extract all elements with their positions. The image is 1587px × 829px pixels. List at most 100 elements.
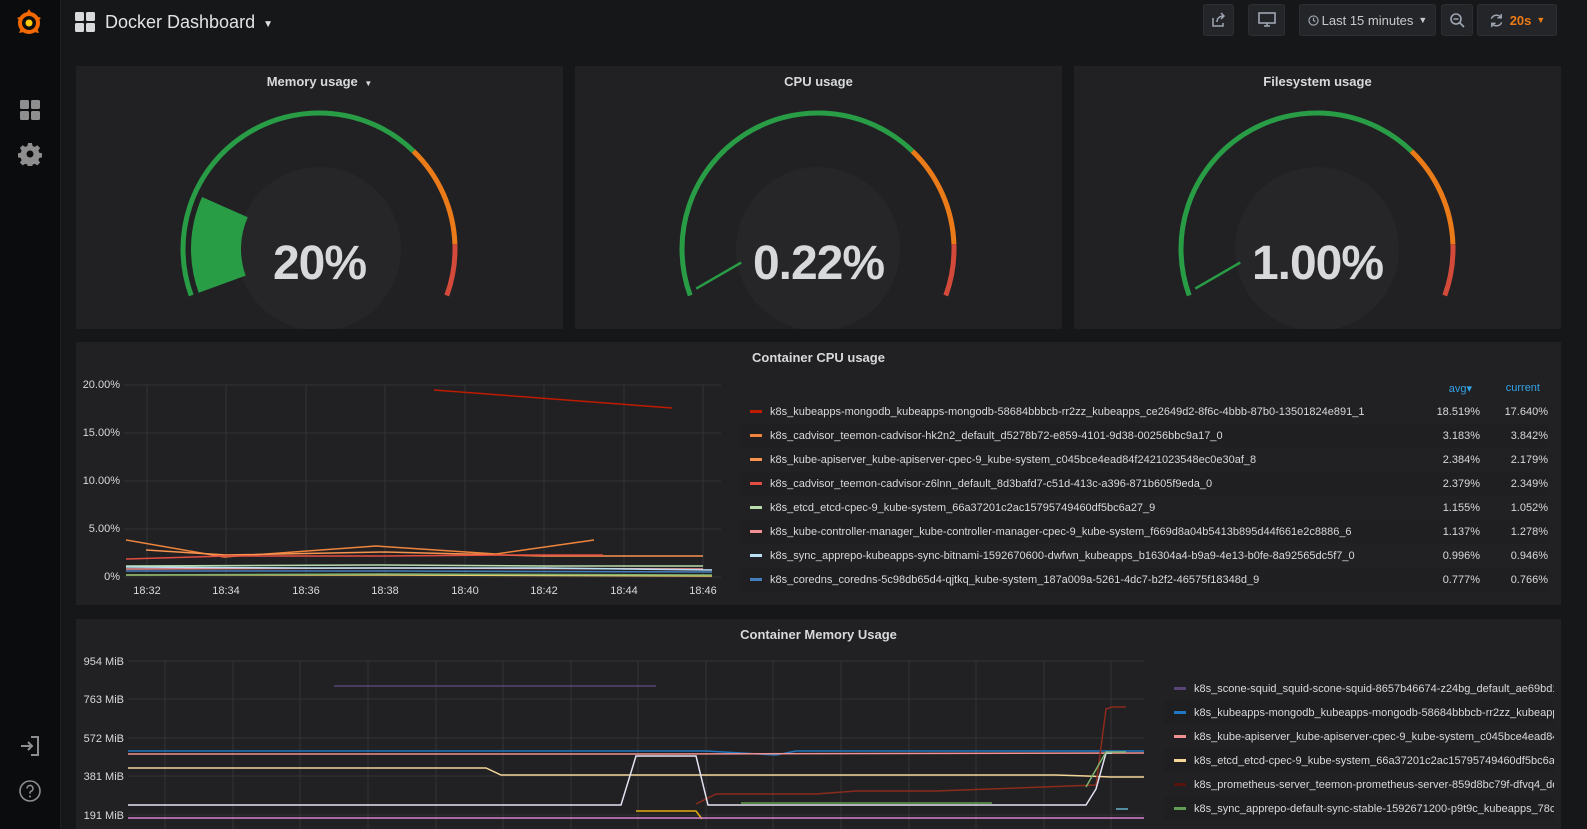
caret-down-icon: ▼ bbox=[364, 79, 373, 88]
legend-color-swatch bbox=[1174, 783, 1186, 786]
caret-down-icon: ▼ bbox=[1536, 15, 1546, 25]
avg-column-header[interactable]: avg▾ bbox=[1448, 383, 1472, 395]
legend-item[interactable]: k8s_sync_apprepo-default-sync-stable-159… bbox=[1164, 797, 1554, 820]
y-tick: 763 MiB bbox=[84, 694, 124, 706]
clock-icon bbox=[1307, 14, 1319, 26]
gauge-threshold-arc bbox=[1178, 110, 1414, 297]
tv-mode-button[interactable] bbox=[1248, 4, 1285, 36]
panel-title[interactable]: Filesystem usage bbox=[1263, 74, 1372, 89]
cpu-series-line bbox=[125, 539, 595, 558]
legend-item[interactable]: k8s_kube-apiserver_kube-apiserver-cpec-9… bbox=[1164, 725, 1554, 748]
grafana-logo-icon[interactable] bbox=[12, 6, 46, 40]
gauge-threshold-arc bbox=[411, 149, 458, 245]
legend-item[interactable]: k8s_sync_apprepo-kubeapps-sync-bitnami-1… bbox=[740, 544, 1548, 567]
legend-item[interactable]: k8s_kube-apiserver_kube-apiserver-cpec-9… bbox=[740, 448, 1548, 471]
x-tick: 18:38 bbox=[371, 585, 399, 597]
help-icon[interactable] bbox=[18, 779, 42, 803]
gauge-threshold-arc bbox=[910, 149, 957, 245]
legend-item[interactable]: k8s_coredns_coredns-5c98db65d4-qjtkq_kub… bbox=[740, 568, 1548, 591]
sign-in-icon[interactable] bbox=[18, 734, 42, 758]
x-tick: 18:32 bbox=[133, 585, 161, 597]
y-tick: 10.00% bbox=[83, 475, 121, 487]
gauge-value-fill bbox=[695, 261, 742, 290]
legend-item[interactable]: k8s_etcd_etcd-cpec-9_kube-system_66a3720… bbox=[740, 496, 1548, 519]
legend-color-swatch bbox=[750, 506, 762, 509]
legend-color-swatch bbox=[750, 410, 762, 413]
memory-usage-panel: Memory usage ▼ 20% bbox=[76, 66, 563, 329]
gauge-value: 20% bbox=[272, 237, 367, 290]
y-tick: 20.00% bbox=[83, 379, 121, 391]
y-tick: 381 MiB bbox=[84, 771, 124, 783]
y-tick: 15.00% bbox=[83, 427, 121, 439]
dashboard-grid-icon bbox=[75, 12, 95, 32]
y-tick: 572 MiB bbox=[84, 733, 124, 745]
cpu-series-line bbox=[125, 564, 703, 567]
share-button[interactable] bbox=[1203, 4, 1234, 36]
panel-title[interactable]: Memory usage ▼ bbox=[266, 74, 373, 89]
cpu-legend: avg▾ current k8s_kubeapps-mongodb_kubeap… bbox=[740, 382, 1548, 598]
legend-item[interactable]: k8s_prometheus-server_teemon-prometheus-… bbox=[1164, 773, 1554, 796]
refresh-button[interactable]: 20s ▼ bbox=[1477, 4, 1557, 36]
time-range-picker[interactable]: Last 15 minutes ▼ bbox=[1299, 4, 1436, 36]
legend-item[interactable]: k8s_cadvisor_teemon-cadvisor-hk2n2_defau… bbox=[740, 424, 1548, 447]
gear-icon[interactable] bbox=[18, 142, 42, 166]
cpu-graph[interactable]: 20.00% 15.00% 10.00% 5.00% 0% 18:32 18:3… bbox=[76, 342, 726, 605]
refresh-icon bbox=[1490, 13, 1503, 27]
memory-series-line bbox=[128, 752, 1145, 755]
panel-title[interactable]: CPU usage bbox=[784, 74, 853, 89]
gauge-threshold-arc bbox=[444, 244, 458, 297]
x-tick: 18:44 bbox=[610, 585, 638, 597]
memory-series-line bbox=[128, 750, 1144, 756]
legend-color-swatch bbox=[1174, 735, 1186, 738]
gauge-value-fill bbox=[191, 196, 248, 293]
y-tick: 191 MiB bbox=[84, 810, 124, 822]
legend-header: avg▾ current bbox=[740, 382, 1548, 400]
y-tick: 5.00% bbox=[89, 523, 120, 535]
gauge-value-fill bbox=[1194, 261, 1241, 290]
cpu-gauge bbox=[679, 110, 957, 329]
legend-item[interactable]: k8s_kubeapps-mongodb_kubeapps-mongodb-58… bbox=[740, 400, 1548, 423]
memory-graph[interactable]: 954 MiB 763 MiB 572 MiB 381 MiB 191 MiB bbox=[76, 619, 1151, 829]
legend-item[interactable]: k8s_scone-squid_squid-scone-squid-8657b4… bbox=[1164, 677, 1554, 700]
legend-color-swatch bbox=[1174, 711, 1186, 714]
gauge-threshold-arc bbox=[1409, 149, 1456, 245]
dashboard-picker[interactable]: Docker Dashboard ▼ bbox=[75, 8, 273, 36]
caret-down-icon: ▼ bbox=[1418, 15, 1428, 25]
memory-grid bbox=[128, 660, 1144, 829]
gauge-value: 1.00% bbox=[1251, 237, 1384, 290]
dashboard-title: Docker Dashboard bbox=[105, 11, 256, 32]
legend-item[interactable]: k8s_kubeapps-mongodb_kubeapps-mongodb-58… bbox=[1164, 701, 1554, 724]
legend-item[interactable]: k8s_kube-controller-manager_kube-control… bbox=[740, 520, 1548, 543]
caret-down-icon: ▼ bbox=[263, 18, 273, 30]
legend-rows: k8s_kubeapps-mongodb_kubeapps-mongodb-58… bbox=[740, 400, 1548, 598]
cpu-series-line bbox=[145, 549, 703, 557]
gauge-background bbox=[237, 167, 401, 329]
legend-item[interactable]: k8s_etcd_etcd-cpec-9_kube-system_66a3720… bbox=[1164, 749, 1554, 772]
dashboards-icon[interactable] bbox=[18, 98, 42, 122]
panel-title[interactable]: Container Memory Usage bbox=[740, 627, 897, 642]
refresh-interval: 20s bbox=[1509, 12, 1532, 28]
gauge-value: 0.22% bbox=[752, 237, 885, 290]
legend-color-swatch bbox=[750, 530, 762, 533]
y-tick: 0% bbox=[104, 571, 120, 583]
current-column-header[interactable]: current bbox=[1505, 382, 1540, 394]
panel-title[interactable]: Container CPU usage bbox=[752, 350, 885, 365]
legend-item[interactable]: k8s_cadvisor_teemon-cadvisor-z6lnn_defau… bbox=[740, 472, 1548, 495]
gauge-threshold-arc bbox=[679, 110, 915, 297]
memory-series-line bbox=[128, 767, 1144, 778]
memory-series-line bbox=[636, 810, 703, 820]
container-cpu-panel: Container CPU usage 20.00% 15.00% 10.00%… bbox=[76, 342, 1561, 605]
legend-color-swatch bbox=[750, 554, 762, 557]
y-tick: 954 MiB bbox=[84, 656, 124, 668]
zoom-out-icon bbox=[1450, 13, 1465, 28]
zoom-out-button[interactable] bbox=[1441, 4, 1473, 36]
x-tick: 18:36 bbox=[292, 585, 320, 597]
gauge-background bbox=[736, 167, 900, 329]
gauge-threshold-arc bbox=[180, 110, 416, 297]
x-tick: 18:40 bbox=[451, 585, 479, 597]
legend-color-swatch bbox=[750, 482, 762, 485]
legend-color-swatch bbox=[1174, 759, 1186, 762]
x-tick: 18:46 bbox=[689, 585, 717, 597]
container-memory-panel: Container Memory Usage 954 MiB bbox=[76, 619, 1561, 829]
time-range-label: Last 15 minutes bbox=[1321, 12, 1414, 28]
